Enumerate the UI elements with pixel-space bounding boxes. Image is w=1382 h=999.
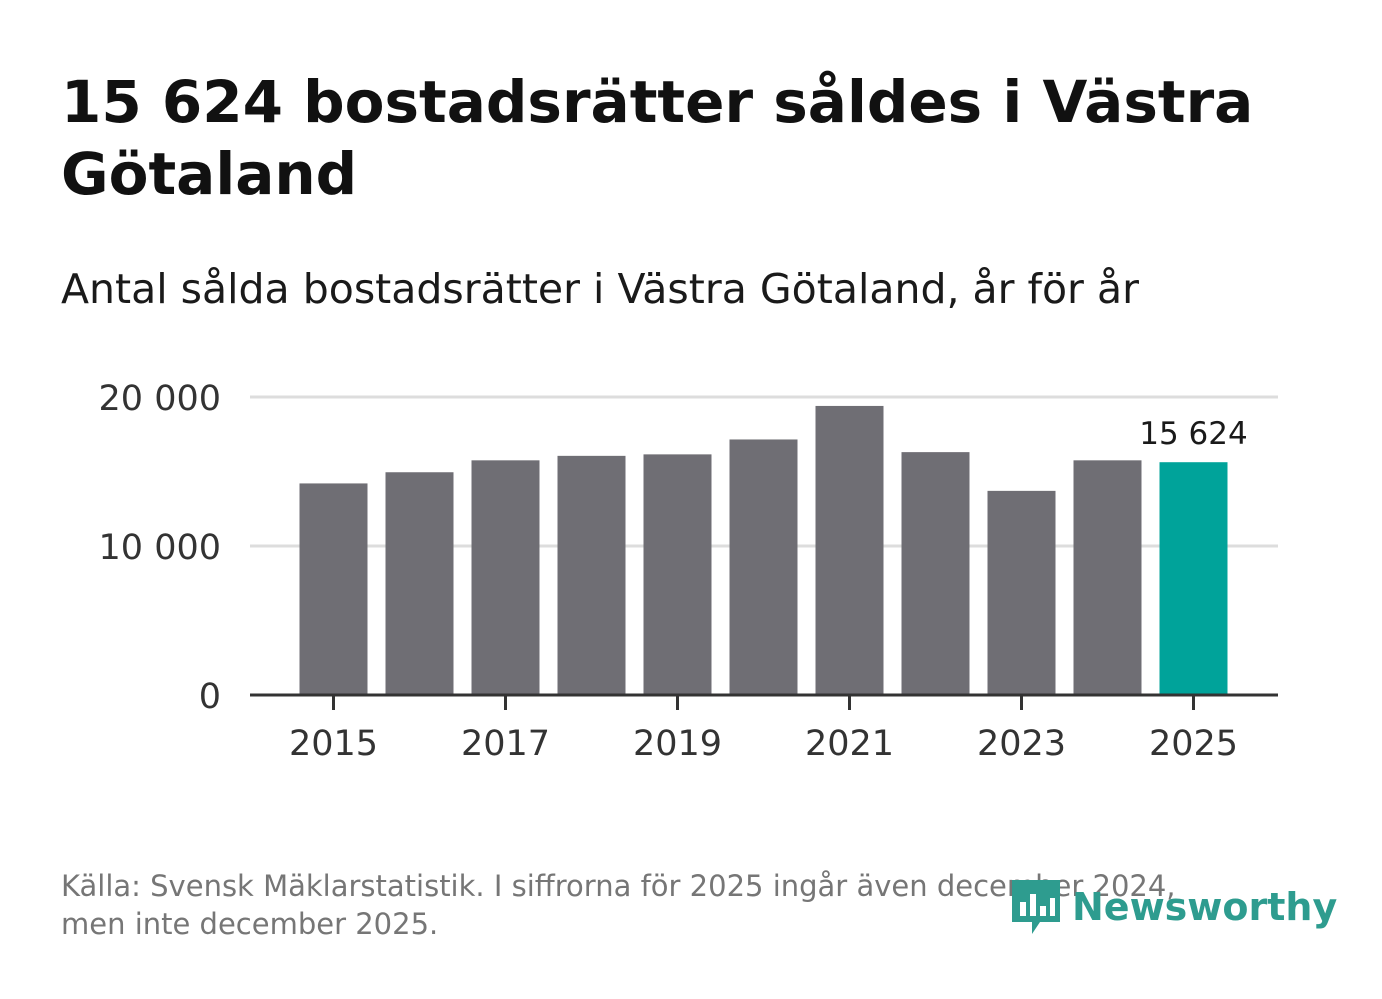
newsworthy-logo: Newsworthy: [1010, 876, 1337, 938]
bar: [471, 460, 540, 695]
bar: [385, 472, 454, 695]
x-tick-label: 2023: [977, 724, 1066, 764]
y-axis-tick-labels: 0 10 000 20 000: [99, 379, 221, 717]
x-axis-tick-labels: 2015 2017 2019 2021 2023 2025: [289, 724, 1238, 764]
data-label: 15 624: [1139, 416, 1247, 452]
x-tick-label: 2025: [1149, 724, 1238, 764]
bar: [557, 455, 626, 695]
y-tick-label: 0: [199, 677, 221, 717]
newsworthy-logo-icon: [1012, 880, 1060, 934]
x-tick-label: 2015: [289, 724, 378, 764]
x-axis: [250, 693, 1278, 710]
bar: [901, 452, 970, 695]
bar: [643, 454, 712, 695]
bars: [299, 405, 1228, 695]
source-note: Källa: Svensk Mäklarstatistik. I siffror…: [61, 867, 1261, 943]
bar: [987, 490, 1056, 695]
bar: [1159, 462, 1228, 695]
x-tick-label: 2019: [633, 724, 722, 764]
y-tick-label: 20 000: [99, 379, 221, 419]
chart-subtitle: Antal sålda bostadsrätter i Västra Götal…: [61, 265, 1139, 313]
logo-text: Newsworthy: [1072, 885, 1338, 929]
bar: [299, 483, 368, 695]
bar: [815, 405, 884, 695]
x-tick-label: 2021: [805, 724, 894, 764]
bar-chart: 0 10 000 20 000 15 624 2015 2017 2019 2021 202…: [99, 379, 1278, 764]
bar: [1073, 460, 1142, 695]
bar: [729, 439, 798, 695]
source-line-1: Källa: Svensk Mäklarstatistik. I siffror…: [61, 869, 1176, 903]
chart-title: 15 624 bostadsrätter såldes i Västra Göt…: [61, 68, 1254, 208]
data-labels: 15 624: [1139, 416, 1247, 452]
y-tick-label: 10 000: [99, 528, 221, 568]
x-tick-label: 2017: [461, 724, 550, 764]
source-line-2: men inte december 2025.: [61, 907, 439, 941]
